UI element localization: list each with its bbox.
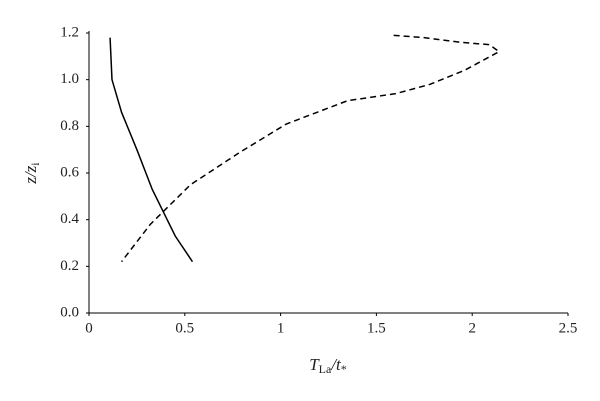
x-tick-label: 1 <box>277 320 285 336</box>
y-tick-label: 0.2 <box>60 258 79 274</box>
x-axis-label: TLa/t* <box>309 355 347 376</box>
x-label-sub: * <box>341 362 347 376</box>
y-tick-label: 0.0 <box>60 304 79 320</box>
y-tick-label: 1.0 <box>60 71 79 87</box>
data-line <box>109 37 194 263</box>
y-axis-label: z/zi <box>21 162 42 185</box>
y-label-sub: i <box>28 162 42 166</box>
data-line <box>120 34 501 263</box>
x-label-part: /t <box>330 355 342 374</box>
x-tick-label: 0 <box>85 320 93 336</box>
y-tick-label: 1.2 <box>60 24 79 40</box>
x-tick-label: 2 <box>468 320 476 336</box>
x-label-part: T <box>309 355 320 374</box>
y-tick-label: 0.8 <box>60 118 79 134</box>
x-tick-label: 2.5 <box>559 320 578 336</box>
x-tick-label: 0.5 <box>175 320 194 336</box>
y-tick-label: 0.4 <box>60 211 79 227</box>
x-tick-label: 1.5 <box>367 320 386 336</box>
y-label-part: z/z <box>21 165 40 184</box>
y-tick-label: 0.6 <box>60 164 79 180</box>
x-label-sub: La <box>319 362 332 376</box>
